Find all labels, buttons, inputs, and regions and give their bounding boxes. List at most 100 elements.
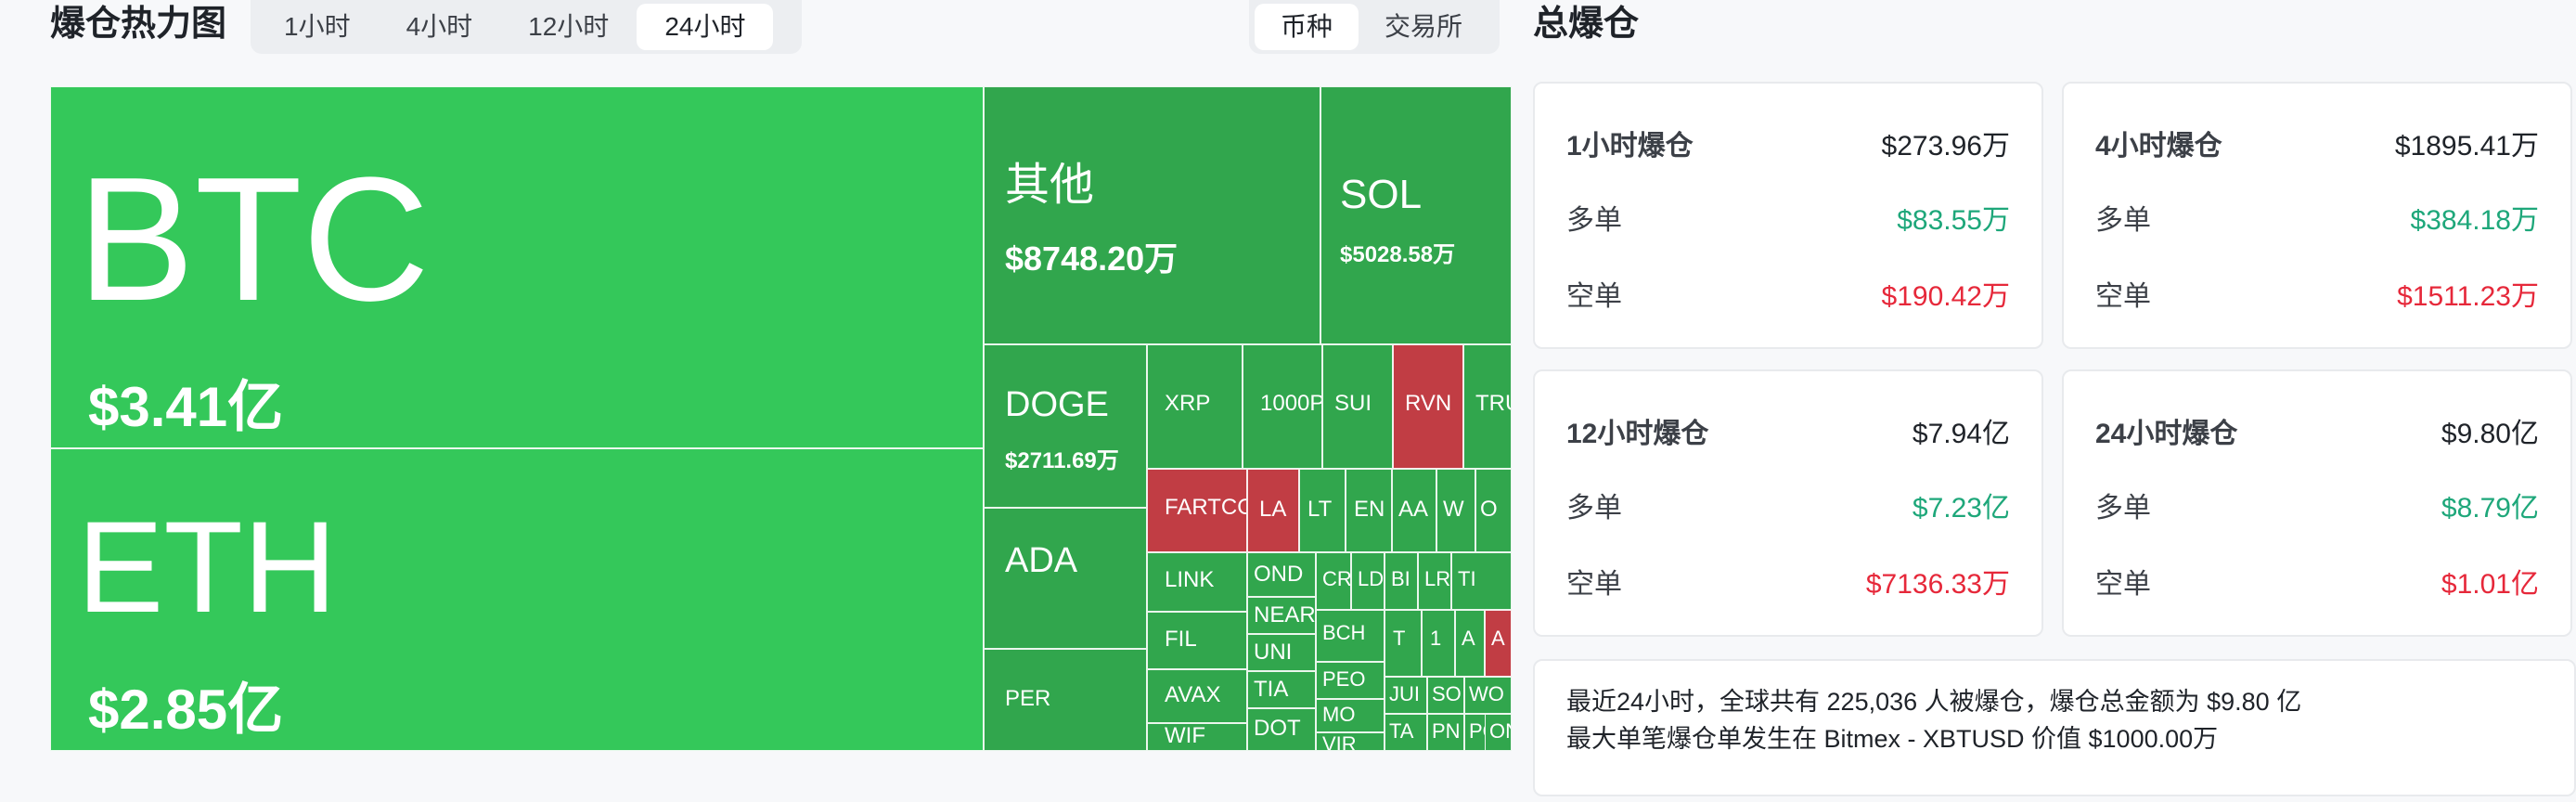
treemap-cell-ta[interactable]: TA [1385,714,1427,751]
treemap-cell-其他[interactable]: 其他 $8748.20万 [984,86,1320,344]
treemap-cell-vir[interactable]: VIR [1316,732,1385,751]
treemap-cell-name: A [1491,627,1505,650]
treemap-cell-value: $5028.58万 [1340,242,1456,267]
treemap-cell-wif[interactable]: WIF [1147,723,1247,751]
treemap-cell-a[interactable]: A [1455,610,1485,677]
treemap-cell-value: $2711.69万 [1005,448,1119,473]
treemap-cell-on[interactable]: ON [1485,714,1512,751]
summary-title: 总爆仓 [1533,5,1640,44]
treemap-cell-so[interactable]: SO [1427,677,1464,714]
treemap-cell-name: TI [1458,567,1476,590]
treemap-cell-name: CR [1322,567,1351,590]
treemap-cell-trump[interactable]: TRUMP [1463,344,1512,469]
summary-card-24h: 24小时爆仓 $9.80亿 多单 $8.79亿 空单 $1.01亿 [2062,369,2572,637]
treemap-cell-la[interactable]: LA [1247,469,1299,552]
short-value: $190.42万 [1881,281,2010,312]
treemap-cell-name: LINK [1165,567,1215,592]
treemap-cell-w[interactable]: W [1436,469,1475,552]
treemap-cell-btc[interactable]: BTC $3.41亿 [50,86,984,448]
treemap-cell-bch[interactable]: BCH [1316,610,1385,662]
treemap-cell-name: LD [1358,567,1385,590]
liquidation-treemap: BTC $3.41亿 ETH $2.85亿 其他 $8748.20万 SOL $5028.58… [50,86,1512,751]
time-range-tabs: 1小时 4小时 12小时 24小时 [251,0,802,54]
treemap-cell-name: BCH [1322,621,1366,644]
treemap-cell-lt[interactable]: LT [1299,469,1346,552]
treemap-cell-xrp[interactable]: XRP$2340.27万 [1147,344,1243,469]
treemap-cell-name: VIR [1322,732,1357,751]
treemap-cell-name: WIF [1165,723,1205,748]
treemap-cell-fartco[interactable]: FARTCO [1147,469,1247,552]
treemap-cell-name: FARTCO [1165,495,1247,520]
treemap-cell-t[interactable]: T [1385,610,1422,677]
treemap-cell-1000pepe[interactable]: 1000PEPE [1243,344,1322,469]
treemap-cell-dot[interactable]: DOT [1247,708,1316,751]
short-label: 空单 [2095,569,2151,600]
treemap-cell-ld[interactable]: LD [1351,552,1385,610]
treemap-cell-name: LA [1259,497,1287,522]
treemap-cell-name: PN [1432,719,1461,743]
treemap-cell-bi[interactable]: BI [1385,552,1418,610]
treemap-cell-pn[interactable]: PN [1427,714,1464,751]
treemap-cell-name: AVAX [1165,682,1221,707]
treemap-cell-name: 1000PEPE [1260,391,1321,416]
treemap-cell-ada[interactable]: ADA [984,508,1147,649]
page-title: 爆仓热力图 [50,5,227,44]
treemap-cell-per[interactable]: PER [984,649,1147,751]
treemap-cell-1[interactable]: 1 [1422,610,1455,677]
summary-card-12h: 12小时爆仓 $7.94亿 多单 $7.23亿 空单 $7136.33万 [1533,369,2043,637]
card-total: $1895.41万 [2394,131,2539,162]
tab-12h[interactable]: 12小时 [528,12,610,41]
treemap-cell-fil[interactable]: FIL [1147,612,1247,669]
long-value: $83.55万 [1897,205,2010,236]
treemap-cell-a[interactable]: A [1485,610,1512,677]
tab-1h[interactable]: 1小时 [284,12,351,41]
treemap-cell-link[interactable]: LINK [1147,552,1247,612]
treemap-cell-eth[interactable]: ETH $2.85亿 [50,448,984,751]
card-label: 24小时爆仓 [2095,419,2238,449]
treemap-cell-mo[interactable]: MO [1316,699,1385,732]
tab-4h[interactable]: 4小时 [406,12,473,41]
treemap-cell-tia[interactable]: TIA [1247,671,1316,708]
liquidation-note: 最近24小时，全球共有 225,036 人被爆仓，爆仓总金额为 $9.80 亿 … [1533,659,2576,796]
treemap-cell-peo[interactable]: PEO [1316,662,1385,699]
note-line-2: 最大单笔爆仓单发生在 Bitmex - XBTUSD 价值 $1000.00万 [1566,725,2219,753]
tab-exchange[interactable]: 交易所 [1385,12,1463,41]
treemap-cell-aa[interactable]: AA [1392,469,1436,552]
treemap-cell-cr[interactable]: CR [1316,552,1351,610]
long-value: $7.23亿 [1912,493,2010,524]
treemap-cell-uni[interactable]: UNI [1247,634,1316,671]
treemap-cell-wo[interactable]: WO [1464,677,1512,714]
treemap-cell-name: BI [1391,567,1410,590]
treemap-cell-name: W [1443,497,1464,522]
treemap-cell-sol[interactable]: SOL $5028.58万 [1320,86,1512,344]
treemap-cell-rvn[interactable]: RVN [1393,344,1463,469]
treemap-cell-en[interactable]: EN [1346,469,1392,552]
treemap-cell-jui[interactable]: JUI [1385,677,1427,714]
treemap-cell-name: EN [1354,497,1385,522]
treemap-cell-name: MO [1322,703,1356,726]
treemap-cell-lr[interactable]: LR [1418,552,1451,610]
treemap-cell-name: WO [1469,682,1504,705]
treemap-cell-ond[interactable]: OND [1247,552,1316,597]
long-label: 多单 [2095,493,2151,524]
treemap-cell-o[interactable]: O [1475,469,1512,552]
tab-24h[interactable]: 24小时 [637,4,774,50]
treemap-cell-name: SUI [1334,391,1372,416]
treemap-cell-avax[interactable]: AVAX [1147,669,1247,723]
note-line-1: 最近24小时，全球共有 225,036 人被爆仓，爆仓总金额为 $9.80 亿 [1566,688,2302,716]
treemap-cell-name: TA [1389,719,1414,743]
treemap-cell-value: $3.41亿 [88,376,284,438]
short-value: $1511.23万 [2397,281,2539,312]
treemap-cell-name: LR [1424,567,1451,590]
treemap-cell-doge[interactable]: DOGE $2711.69万 [984,344,1147,508]
treemap-cell-value: $8748.20万 [1005,239,1179,278]
tab-coin[interactable]: 币种 [1255,4,1359,50]
short-value: $1.01亿 [2441,569,2539,600]
long-label: 多单 [1566,205,1622,236]
short-value: $7136.33万 [1865,569,2010,600]
treemap-cell-name: ON [1489,719,1511,743]
treemap-cell-ti[interactable]: TI [1451,552,1512,610]
short-label: 空单 [1566,569,1622,600]
treemap-cell-near[interactable]: NEAR [1247,597,1316,634]
treemap-cell-sui[interactable]: SUI [1322,344,1393,469]
